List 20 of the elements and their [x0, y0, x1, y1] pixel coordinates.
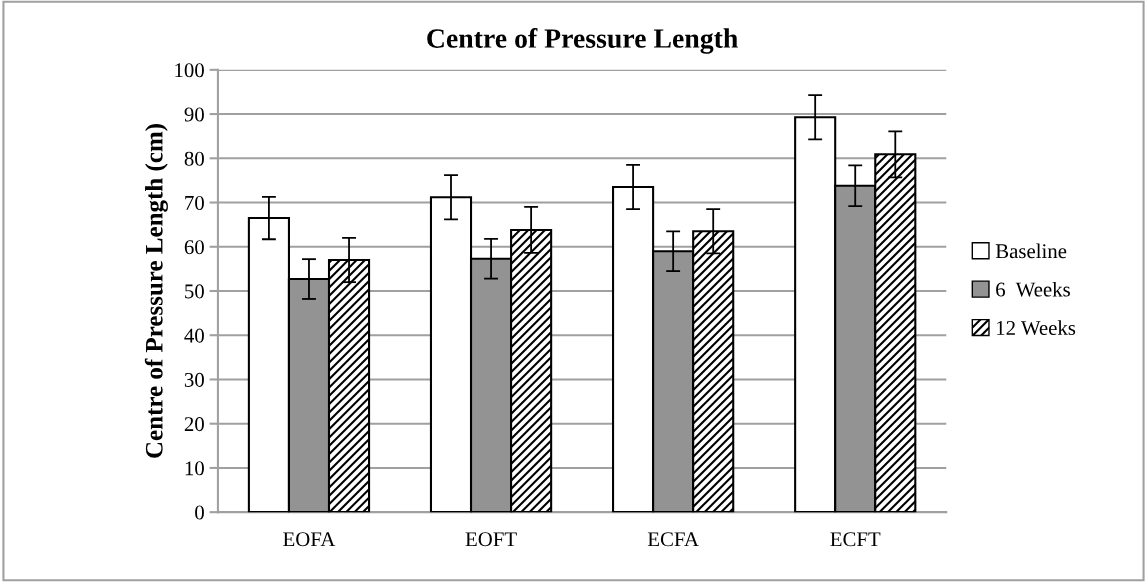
y-tick-label: 90 — [184, 107, 204, 122]
y-tick-label: 0 — [195, 505, 204, 520]
y-tick-label: 60 — [184, 240, 204, 255]
legend-label: 6 Weeks — [996, 281, 1070, 297]
x-tick-label: ECFA — [647, 532, 699, 547]
legend-label: 12 Weeks — [997, 320, 1076, 336]
y-axis-title: Centre of Pressure Length (cm) — [144, 124, 168, 458]
y-tick-label: 70 — [185, 195, 204, 210]
y-tick-label: 20 — [184, 417, 204, 432]
x-tick-label: EOFA — [283, 532, 336, 547]
y-tick-label: 10 — [185, 461, 204, 476]
y-tick-label: 40 — [184, 328, 204, 343]
y-tick-label: 100 — [175, 63, 204, 78]
x-tick-label: EOFT — [465, 532, 517, 547]
legend-label: Baseline — [995, 243, 1067, 259]
y-tick-label: 80 — [184, 151, 204, 166]
y-tick-label: 30 — [184, 372, 204, 387]
y-tick-label: 50 — [185, 284, 204, 299]
chart-title: Centre of Pressure Length — [427, 28, 738, 54]
x-tick-label: ECFT — [830, 532, 881, 547]
